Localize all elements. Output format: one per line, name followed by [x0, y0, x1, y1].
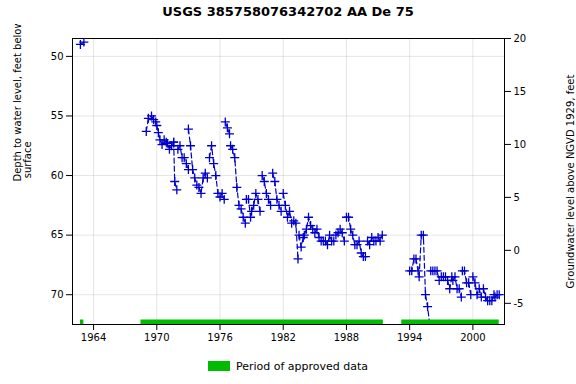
svg-text:-5: -5: [514, 298, 524, 309]
svg-text:20: 20: [514, 33, 527, 44]
svg-text:50: 50: [51, 51, 64, 62]
svg-text:1976: 1976: [207, 332, 232, 343]
svg-text:1982: 1982: [271, 332, 296, 343]
svg-text:2000: 2000: [460, 332, 485, 343]
svg-text:1970: 1970: [144, 332, 169, 343]
svg-text:1988: 1988: [334, 332, 359, 343]
svg-text:1964: 1964: [81, 332, 106, 343]
svg-text:55: 55: [51, 110, 64, 121]
html-text:USGS 385758076342702 AA De 75: USGS 385758076342702 AA De 75: [162, 4, 414, 19]
svg-text:15: 15: [514, 86, 527, 97]
svg-text:Depth to water level, feet bel: Depth to water level, feet below land su…: [12, 24, 33, 182]
svg-text:Groundwater level above NGVD 1: Groundwater level above NGVD 1929, feet: [565, 75, 576, 289]
svg-text:65: 65: [51, 229, 64, 240]
svg-text:70: 70: [51, 289, 64, 300]
svg-text:60: 60: [51, 170, 64, 181]
html-text:Period of approved data: Period of approved data: [235, 359, 369, 373]
svg-text:1994: 1994: [397, 332, 422, 343]
svg-text:0: 0: [514, 245, 520, 256]
svg-text:5: 5: [514, 192, 520, 203]
svg-text:10: 10: [514, 139, 527, 150]
